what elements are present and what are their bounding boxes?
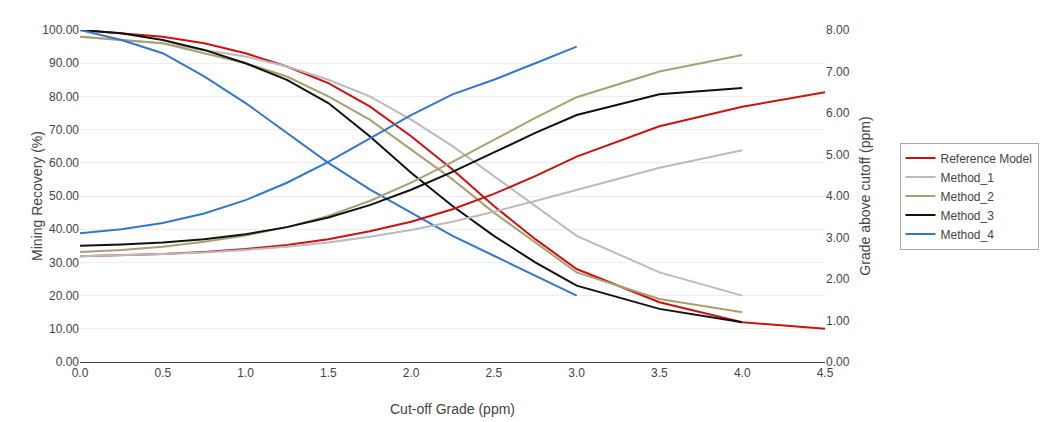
svg-text:0.0: 0.0	[72, 366, 89, 380]
svg-text:0.00: 0.00	[826, 355, 850, 369]
svg-text:Cut-off Grade (ppm): Cut-off Grade (ppm)	[390, 401, 515, 417]
svg-text:8.00: 8.00	[826, 23, 850, 37]
svg-text:1.00: 1.00	[826, 314, 850, 328]
svg-text:50.00: 50.00	[49, 189, 79, 203]
svg-text:Method_2: Method_2	[941, 190, 995, 204]
svg-text:2.5: 2.5	[486, 366, 503, 380]
svg-text:1.5: 1.5	[320, 366, 337, 380]
svg-text:90.00: 90.00	[49, 56, 79, 70]
svg-text:Reference Model: Reference Model	[941, 152, 1032, 166]
svg-text:80.00: 80.00	[49, 90, 79, 104]
svg-text:2.00: 2.00	[826, 272, 850, 286]
svg-text:100.00: 100.00	[42, 23, 79, 37]
svg-text:4.00: 4.00	[826, 189, 850, 203]
svg-text:20.00: 20.00	[49, 289, 79, 303]
svg-text:10.00: 10.00	[49, 322, 79, 336]
svg-text:2.0: 2.0	[403, 366, 420, 380]
svg-text:0.00: 0.00	[56, 355, 80, 369]
svg-text:3.0: 3.0	[568, 366, 585, 380]
svg-text:4.0: 4.0	[734, 366, 751, 380]
svg-text:3.00: 3.00	[826, 231, 850, 245]
svg-text:7.00: 7.00	[826, 65, 850, 79]
svg-text:6.00: 6.00	[826, 106, 850, 120]
svg-text:30.00: 30.00	[49, 256, 79, 270]
svg-text:Method_3: Method_3	[941, 209, 995, 223]
svg-text:0.5: 0.5	[154, 366, 171, 380]
svg-text:40.00: 40.00	[49, 222, 79, 236]
svg-text:3.5: 3.5	[651, 366, 668, 380]
svg-text:60.00: 60.00	[49, 156, 79, 170]
svg-text:5.00: 5.00	[826, 148, 850, 162]
svg-text:1.0: 1.0	[237, 366, 254, 380]
svg-text:Method_4: Method_4	[941, 228, 995, 242]
svg-text:Method_1: Method_1	[941, 171, 995, 185]
svg-text:70.00: 70.00	[49, 123, 79, 137]
svg-text:Mining Recovery (%): Mining Recovery (%)	[29, 131, 45, 261]
svg-text:Grade above cutoff (ppm): Grade above cutoff (ppm)	[857, 116, 873, 275]
svg-text:4.5: 4.5	[817, 366, 834, 380]
